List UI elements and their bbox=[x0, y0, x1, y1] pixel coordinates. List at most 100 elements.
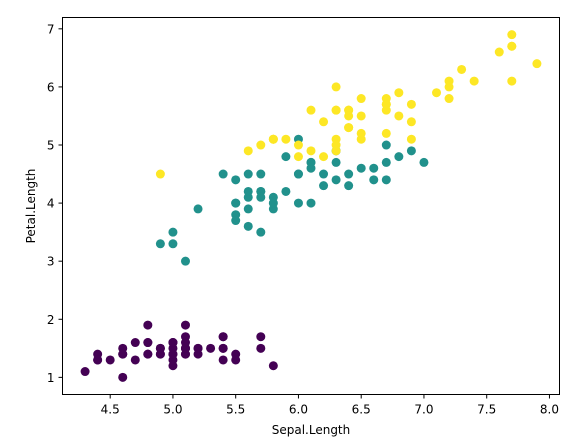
data-point-series-1 bbox=[319, 169, 329, 179]
data-point-series-2 bbox=[432, 88, 442, 98]
data-point-series-2 bbox=[356, 94, 366, 104]
data-point-series-1 bbox=[381, 175, 391, 185]
data-point-series-0 bbox=[118, 349, 128, 359]
data-point-series-1 bbox=[406, 146, 416, 156]
data-point-series-2 bbox=[344, 123, 354, 133]
data-point-series-1 bbox=[381, 140, 391, 150]
data-point-series-0 bbox=[256, 332, 266, 342]
data-point-series-2 bbox=[406, 134, 416, 144]
data-point-series-2 bbox=[532, 59, 542, 69]
data-point-series-0 bbox=[180, 320, 190, 330]
y-axis: 1 2 3 4 5 6 7 bbox=[47, 22, 63, 385]
x-tick-label: 7.5 bbox=[477, 403, 496, 417]
data-point-series-2 bbox=[306, 105, 316, 115]
data-point-series-1 bbox=[293, 169, 303, 179]
data-point-series-1 bbox=[369, 163, 379, 173]
data-point-series-2 bbox=[331, 105, 341, 115]
data-point-series-2 bbox=[155, 169, 165, 179]
data-point-series-0 bbox=[193, 343, 203, 353]
data-point-series-1 bbox=[356, 163, 366, 173]
data-point-series-2 bbox=[319, 117, 329, 127]
data-point-series-1 bbox=[419, 157, 429, 167]
data-point-series-0 bbox=[231, 355, 241, 365]
data-point-series-1 bbox=[256, 227, 266, 237]
x-tick-label: 4.5 bbox=[101, 403, 120, 417]
data-point-series-1 bbox=[243, 221, 253, 231]
data-point-series-0 bbox=[105, 355, 115, 365]
data-point-series-0 bbox=[143, 349, 153, 359]
data-point-series-2 bbox=[394, 111, 404, 121]
data-point-series-1 bbox=[243, 169, 253, 179]
x-tick-label: 6.5 bbox=[352, 403, 371, 417]
data-point-series-1 bbox=[369, 175, 379, 185]
x-tick-label: 5.5 bbox=[226, 403, 245, 417]
data-point-series-2 bbox=[494, 47, 504, 57]
y-tick-label: 6 bbox=[47, 80, 55, 94]
y-axis-label: Petal.Length bbox=[24, 169, 38, 244]
data-point-series-2 bbox=[281, 134, 291, 144]
data-point-series-2 bbox=[293, 152, 303, 162]
data-point-series-2 bbox=[268, 134, 278, 144]
data-point-series-0 bbox=[206, 343, 216, 353]
data-point-series-0 bbox=[155, 349, 165, 359]
y-tick-label: 4 bbox=[47, 197, 55, 211]
data-point-series-2 bbox=[507, 30, 517, 40]
data-point-series-2 bbox=[457, 64, 467, 74]
data-point-series-2 bbox=[469, 76, 479, 86]
y-tick-label: 3 bbox=[47, 255, 55, 269]
data-point-series-2 bbox=[356, 128, 366, 138]
data-point-series-1 bbox=[344, 181, 354, 191]
data-point-series-1 bbox=[243, 186, 253, 196]
data-point-series-1 bbox=[331, 175, 341, 185]
data-point-series-2 bbox=[507, 41, 517, 51]
data-point-series-1 bbox=[231, 216, 241, 226]
data-point-series-1 bbox=[319, 181, 329, 191]
data-point-series-1 bbox=[256, 192, 266, 202]
data-point-series-1 bbox=[180, 256, 190, 266]
data-point-series-0 bbox=[218, 332, 228, 342]
x-axis: 4.5 5.0 5.5 6.0 6.5 7.0 7.5 8.0 bbox=[101, 394, 559, 417]
points-layer bbox=[80, 30, 542, 382]
data-point-series-1 bbox=[231, 175, 241, 185]
data-point-series-2 bbox=[381, 99, 391, 109]
data-point-series-1 bbox=[193, 204, 203, 214]
data-point-series-0 bbox=[143, 338, 153, 348]
data-point-series-0 bbox=[218, 343, 228, 353]
data-point-series-2 bbox=[507, 76, 517, 86]
x-tick-label: 5.0 bbox=[163, 403, 182, 417]
data-point-series-0 bbox=[118, 372, 128, 382]
data-point-series-0 bbox=[180, 338, 190, 348]
data-point-series-2 bbox=[344, 111, 354, 121]
data-point-series-2 bbox=[394, 88, 404, 98]
y-tick-label: 2 bbox=[47, 313, 55, 327]
data-point-series-0 bbox=[130, 355, 140, 365]
y-tick-label: 1 bbox=[47, 371, 55, 385]
data-point-series-2 bbox=[256, 140, 266, 150]
data-point-series-1 bbox=[281, 152, 291, 162]
data-point-series-1 bbox=[293, 198, 303, 208]
data-point-series-1 bbox=[155, 239, 165, 249]
x-tick-label: 8.0 bbox=[540, 403, 559, 417]
data-point-series-1 bbox=[306, 198, 316, 208]
data-point-series-0 bbox=[168, 338, 178, 348]
data-point-series-2 bbox=[381, 128, 391, 138]
y-tick-label: 7 bbox=[47, 22, 55, 36]
y-tick-label: 5 bbox=[47, 139, 55, 153]
data-point-series-2 bbox=[331, 82, 341, 92]
data-point-series-2 bbox=[293, 140, 303, 150]
data-point-series-1 bbox=[344, 169, 354, 179]
data-point-series-1 bbox=[331, 157, 341, 167]
data-point-series-0 bbox=[93, 355, 103, 365]
data-point-series-1 bbox=[168, 239, 178, 249]
x-axis-label: Sepal.Length bbox=[272, 423, 351, 437]
data-point-series-2 bbox=[444, 82, 454, 92]
data-point-series-1 bbox=[381, 157, 391, 167]
data-point-series-0 bbox=[80, 367, 90, 377]
data-point-series-0 bbox=[268, 361, 278, 371]
data-point-series-0 bbox=[130, 338, 140, 348]
data-point-series-2 bbox=[444, 94, 454, 104]
x-tick-label: 6.0 bbox=[289, 403, 308, 417]
data-point-series-2 bbox=[406, 117, 416, 127]
data-point-series-2 bbox=[243, 146, 253, 156]
